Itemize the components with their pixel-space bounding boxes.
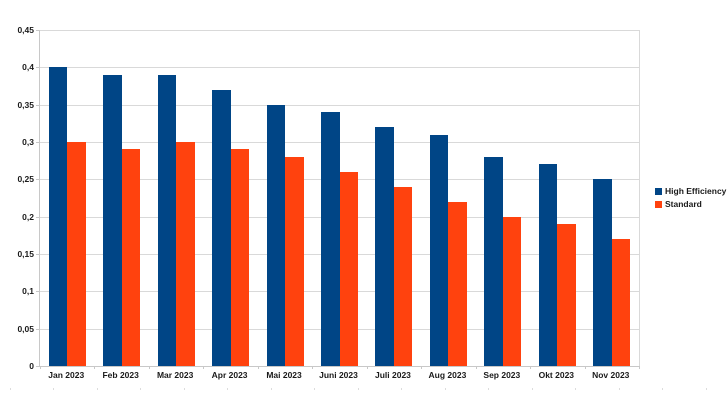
x-axis-tick [639,366,640,369]
cell-gridline-mark [444,388,446,390]
y-axis-tick [36,328,40,330]
cell-gridline-mark [9,388,11,390]
y-axis-tick [36,254,40,255]
bar-high-efficiency-aug-2023 [429,134,449,366]
bar-high-efficiency-nov-2023 [593,179,612,366]
legend-swatch-high-efficiency [655,187,662,195]
bar-high-efficiency-juli-2023 [375,127,394,366]
bar-standard-feb-2023 [121,149,141,366]
x-axis-tick [40,366,41,369]
x-axis-label: Apr 2023 [211,370,248,380]
bar-standard-apr-2023 [230,149,250,366]
x-axis-label: Juni 2023 [319,370,358,380]
bar-high-efficiency-apr-2023 [212,89,231,366]
x-axis-label: Mar 2023 [156,370,194,380]
y-axis-tick [36,366,40,367]
y-axis-label: 0,35 [17,99,34,110]
gridline [40,30,639,31]
bar-high-efficiency-mar-2023 [157,74,177,366]
x-axis-label: Juli 2023 [374,370,411,380]
cell-gridline-mark [357,388,359,390]
y-axis-label: 0,15 [17,249,34,259]
cell-gridline-mark [96,388,98,390]
bar-standard-nov-2023 [611,239,631,366]
plot-area [36,30,640,369]
y-axis-label: 0,45 [17,25,34,35]
bar-standard-jan-2023 [67,142,86,366]
bar-standard-juni-2023 [339,171,358,366]
cell-gridline-mark [531,388,533,390]
y-axis-tick [36,179,40,181]
bar-standard-mai-2023 [285,156,304,366]
bar-high-efficiency-sep-2023 [484,156,503,366]
y-axis-label: 0,4 [22,62,34,73]
legend-label-high-efficiency: High Efficiency [665,186,727,196]
y-axis-label: 0,25 [17,174,34,185]
y-axis-label: 0,05 [17,323,34,334]
cell-gridline-mark [270,388,272,390]
y-axis-tick [36,67,40,69]
gridline [40,67,639,69]
y-axis-label: 0,1 [22,286,34,297]
x-axis-label: Jan 2023 [48,370,85,380]
x-axis-tick [584,366,586,369]
legend: High Efficiency Standard [655,186,726,212]
x-axis-tick [94,366,96,369]
x-axis-label: Mai 2023 [266,370,302,380]
y-axis-label: 0,2 [22,211,34,222]
cell-gridline-mark [662,388,663,390]
legend-item-high-efficiency: High Efficiency [655,186,726,196]
x-axis-tick [366,366,368,369]
cell-gridline-mark [401,388,402,390]
bar-high-efficiency-okt-2023 [538,164,558,366]
bar-high-efficiency-jan-2023 [48,67,68,366]
cell-gridline-mark [575,388,576,390]
y-axis-tick [36,216,40,218]
legend-swatch-standard [655,200,662,208]
bar-standard-sep-2023 [502,216,522,366]
cell-gridline-mark [705,388,707,390]
legend-item-standard: Standard [655,199,726,209]
y-axis-tick [36,104,40,106]
gridline [40,142,639,143]
bar-standard-okt-2023 [557,224,576,366]
bar-standard-mar-2023 [176,142,195,366]
cell-gridline-mark [140,388,141,390]
cell-gridline-mark [227,388,228,390]
x-axis-label: Nov 2023 [592,370,630,380]
y-axis-label: 0,3 [22,137,34,147]
x-axis-tick [530,366,532,369]
x-axis-tick [312,366,314,369]
bar-high-efficiency-feb-2023 [103,74,122,366]
x-axis-tick [148,366,150,369]
x-axis-tick [203,366,205,369]
legend-label-standard: Standard [665,199,702,209]
y-axis-tick [36,291,40,293]
cell-gridline-mark [53,388,54,390]
y-axis-tick [36,142,40,143]
x-axis-tick [257,366,259,369]
bar-standard-aug-2023 [448,201,467,366]
x-axis-label: Feb 2023 [102,370,139,380]
x-axis-label: Okt 2023 [538,370,575,380]
y-axis-label: 0 [29,361,34,371]
bar-high-efficiency-mai-2023 [266,104,286,366]
bar-high-efficiency-juni-2023 [321,112,340,366]
y-axis-tick [36,30,40,31]
cell-gridline-mark [618,388,620,390]
x-axis-tick [475,366,477,369]
cell-gridline-mark [488,388,489,390]
gridline [40,104,639,106]
cell-gridline-mark [314,388,315,390]
x-axis-label: Sep 2023 [483,370,521,380]
cell-gridline-mark [183,388,185,390]
x-axis-tick [421,366,423,369]
bar-standard-juli-2023 [393,186,413,366]
x-axis-label: Aug 2023 [428,370,467,380]
